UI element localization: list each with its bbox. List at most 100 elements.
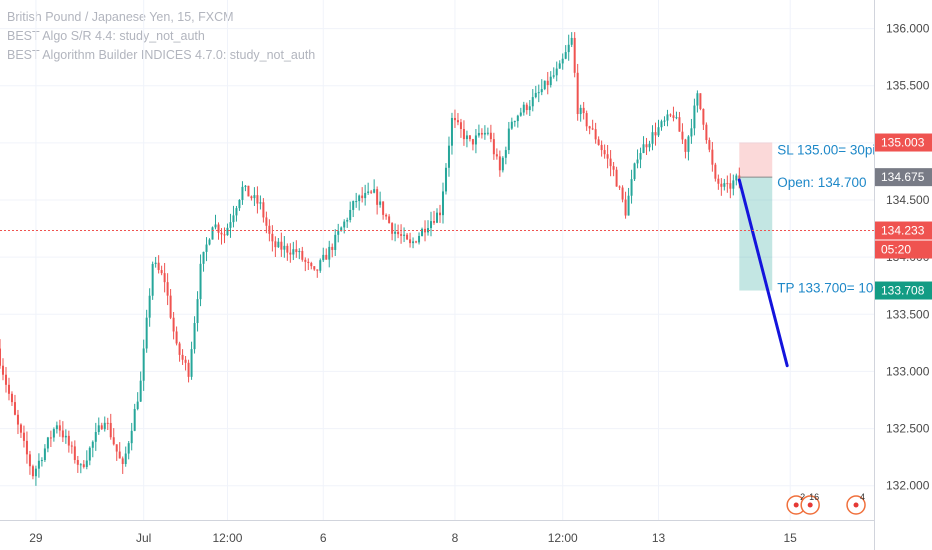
legend-indicator-2[interactable]: BEST Algorithm Builder INDICES 4.7.0: st… — [7, 48, 316, 62]
candle — [717, 174, 720, 190]
candle — [531, 89, 534, 112]
candle-body — [738, 175, 741, 181]
open-price-tag[interactable]: 134.675 — [875, 168, 932, 187]
candle-body — [208, 239, 211, 245]
candle-body — [546, 80, 549, 86]
candle-body — [100, 425, 103, 430]
candle — [235, 205, 238, 222]
candle — [346, 217, 349, 228]
candle-body — [672, 115, 675, 118]
candle — [385, 213, 388, 220]
event-count-b: 16 — [809, 492, 819, 502]
candle-body — [361, 195, 364, 199]
bar-countdown-tag[interactable]: 05:20 — [875, 240, 932, 259]
stop-loss-zone[interactable] — [739, 142, 773, 178]
candle — [286, 243, 289, 261]
candle — [40, 457, 43, 467]
event-marker[interactable]: 4 — [846, 492, 866, 515]
candle-body — [633, 163, 636, 180]
candle — [507, 121, 510, 155]
candle-body — [636, 159, 639, 164]
current-price-tag[interactable]: 134.233 — [875, 221, 932, 240]
candle — [241, 181, 244, 205]
candle-body — [528, 106, 531, 111]
candle — [1, 358, 4, 381]
open-label: Open: 134.700 — [777, 175, 866, 190]
candle-body — [346, 219, 349, 222]
candle — [474, 129, 477, 154]
candle — [226, 223, 229, 236]
candle — [124, 446, 127, 467]
candle-body — [154, 262, 157, 265]
trend-line[interactable] — [737, 178, 789, 368]
candle — [115, 444, 118, 461]
candle-body — [304, 259, 307, 262]
candle-body — [202, 251, 205, 264]
candle — [453, 109, 456, 128]
candle-body — [540, 89, 543, 93]
candle-body — [277, 241, 280, 248]
time-tick-label: 8 — [452, 531, 459, 545]
legend-symbol[interactable]: British Pound / Japanese Yen, 15, FXCM — [7, 10, 234, 24]
candle-body — [726, 183, 729, 185]
event-marker[interactable]: 2 16 — [786, 492, 820, 515]
legend-indicator-1[interactable]: BEST Algo S/R 4.4: study_not_auth — [7, 29, 205, 43]
candle — [295, 240, 298, 258]
candle-body — [199, 263, 202, 300]
candle-body — [268, 225, 271, 234]
candle — [612, 161, 615, 177]
candle-body — [28, 454, 31, 467]
candle-body — [471, 139, 474, 145]
candle-body — [615, 169, 618, 187]
time-tick-label: 12:00 — [212, 531, 242, 545]
candle — [600, 140, 603, 157]
candle-body — [433, 221, 436, 223]
candle — [139, 371, 142, 402]
candle — [711, 141, 714, 172]
short-position-tool[interactable]: SL 135.00= 30pi Open: 134.700 TP 133.700= … — [739, 142, 881, 296]
current-price-tag-text: 134.233 — [881, 224, 925, 238]
candle — [412, 237, 415, 249]
candle — [46, 436, 49, 453]
candle — [606, 145, 609, 169]
candle-body — [292, 249, 295, 255]
candle-body — [37, 460, 40, 469]
candle — [642, 136, 645, 154]
candle — [238, 199, 241, 211]
candle-body — [657, 127, 660, 136]
candle-body — [334, 234, 337, 250]
candle — [430, 211, 433, 237]
candle-body — [55, 425, 58, 430]
candle — [217, 222, 220, 240]
stop-loss-price-tag-text: 135.003 — [881, 136, 925, 150]
candle — [543, 80, 546, 91]
candle-body — [501, 157, 504, 171]
take-profit-price-tag[interactable]: 133.708 — [875, 281, 932, 300]
candle — [648, 140, 651, 152]
candle — [573, 32, 576, 78]
candle — [250, 195, 253, 201]
candle-body — [295, 249, 298, 253]
candle-body — [256, 195, 259, 204]
economic-events[interactable]: 2 16 4 — [786, 492, 866, 515]
candle — [489, 124, 492, 143]
candle — [214, 214, 217, 230]
stop-loss-price-tag[interactable]: 135.003 — [875, 133, 932, 152]
price-tick-label: 132.000 — [886, 479, 930, 493]
candle — [513, 120, 516, 127]
candle-body — [516, 115, 519, 122]
candle-body — [313, 266, 316, 270]
price-tick-label: 133.000 — [886, 364, 930, 378]
open-price-tag-bg — [875, 168, 932, 187]
candle-body — [612, 166, 615, 170]
candle — [100, 422, 103, 430]
candle-body — [624, 199, 627, 216]
candle — [687, 135, 690, 161]
candle — [585, 110, 588, 131]
candle — [690, 118, 693, 144]
candle-body — [190, 349, 193, 377]
candle — [582, 102, 585, 120]
trend-line-segment[interactable] — [737, 178, 789, 368]
